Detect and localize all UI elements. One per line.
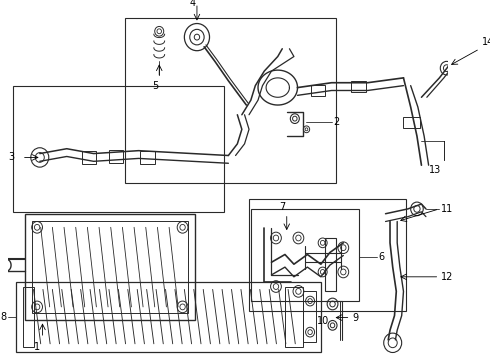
Text: 9: 9 <box>352 312 358 323</box>
Text: 2: 2 <box>333 117 340 126</box>
Bar <box>23 287 33 347</box>
Text: 5: 5 <box>152 81 158 91</box>
Text: 7: 7 <box>279 202 285 212</box>
Bar <box>109 150 123 163</box>
Bar <box>351 81 366 93</box>
Bar <box>125 18 336 183</box>
Text: 10: 10 <box>317 316 329 326</box>
Text: 1: 1 <box>34 342 40 352</box>
Text: 3: 3 <box>8 152 15 162</box>
Bar <box>249 199 406 311</box>
Bar <box>13 86 224 212</box>
Bar <box>325 238 336 291</box>
Bar <box>311 85 325 96</box>
Bar <box>403 117 419 128</box>
Bar <box>303 291 317 342</box>
Text: 4: 4 <box>190 0 196 8</box>
Text: 11: 11 <box>441 204 453 214</box>
Bar <box>285 287 303 347</box>
Bar <box>24 214 195 320</box>
Bar <box>16 282 321 352</box>
Bar <box>251 209 359 301</box>
Bar <box>82 150 97 164</box>
Text: 6: 6 <box>378 252 385 262</box>
Text: 13: 13 <box>429 165 441 175</box>
Bar <box>32 221 188 313</box>
Text: 14: 14 <box>482 37 490 47</box>
Bar <box>140 150 155 164</box>
Text: 12: 12 <box>441 272 454 282</box>
Text: 8: 8 <box>0 312 6 321</box>
